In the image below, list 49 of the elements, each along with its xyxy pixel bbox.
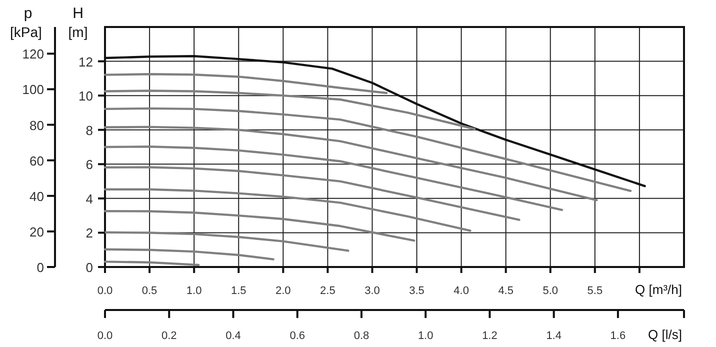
y-tick-label: 6: [86, 157, 93, 172]
line-series: [104, 126, 598, 202]
x-tick-label: 3.0: [364, 285, 380, 297]
line-series: [104, 188, 472, 232]
x-tick-label: 1.5: [230, 285, 246, 297]
y-tick-label: 12: [78, 54, 93, 70]
y-axis-title: H [m]: [68, 5, 88, 40]
line-series: [104, 210, 416, 242]
x-tick-label: 3.5: [409, 285, 424, 297]
line-series: [104, 146, 564, 212]
x-axis-title: Q [m³/h]: [635, 282, 682, 297]
y-tick-label: 10: [78, 88, 93, 104]
x-tick-label: 5.0: [542, 285, 558, 297]
line-series: [104, 166, 520, 221]
y-tick-label: 2: [86, 226, 93, 241]
line-series: [104, 231, 350, 252]
x2-tick-label: 1.4: [546, 330, 562, 342]
y2-tick-label: 40: [30, 188, 44, 204]
x2-tick-label: 0.4: [226, 330, 241, 342]
y2-tick-label: 80: [30, 118, 44, 133]
x-tick-label: 0.0: [97, 285, 113, 297]
line-series: [104, 248, 274, 260]
y2-tick-label: 100: [22, 82, 44, 98]
x-tick-label: 4.0: [454, 285, 469, 297]
y2-tick-label: 120: [22, 46, 44, 62]
line-series: [104, 90, 476, 130]
x2-tick-label: 0.0: [97, 330, 113, 342]
x2-tick-label: 0.8: [354, 330, 370, 342]
x-tick-label: 2.0: [276, 285, 291, 297]
y2-tick-label: 20: [30, 224, 44, 240]
y-tick-label: 8: [86, 122, 93, 138]
x-tick-label: 1.0: [186, 285, 202, 297]
y-tick-label: 0: [86, 260, 93, 275]
x2-tick-label: 0.6: [290, 330, 306, 342]
x-tick-label: 2.5: [320, 285, 336, 297]
x-tick-label: 4.5: [498, 285, 514, 297]
line-series: [104, 107, 632, 192]
x-tick-label: 5.5: [587, 285, 603, 297]
y2-axis-title: p [kPa]: [10, 5, 42, 40]
x2-tick-label: 1.0: [418, 330, 434, 342]
x2-axis-title: Q [l/s]: [648, 327, 682, 342]
x2-tick-label: 0.2: [161, 330, 177, 342]
x-tick-label: 0.5: [142, 285, 158, 297]
y2-tick-label: 0: [36, 260, 44, 275]
y-tick-label: 4: [86, 191, 93, 206]
line-series: [104, 73, 388, 94]
y2-tick-label: 60: [30, 153, 44, 168]
x2-tick-label: 1.6: [610, 330, 626, 342]
x2-tick-label: 1.2: [482, 330, 498, 342]
